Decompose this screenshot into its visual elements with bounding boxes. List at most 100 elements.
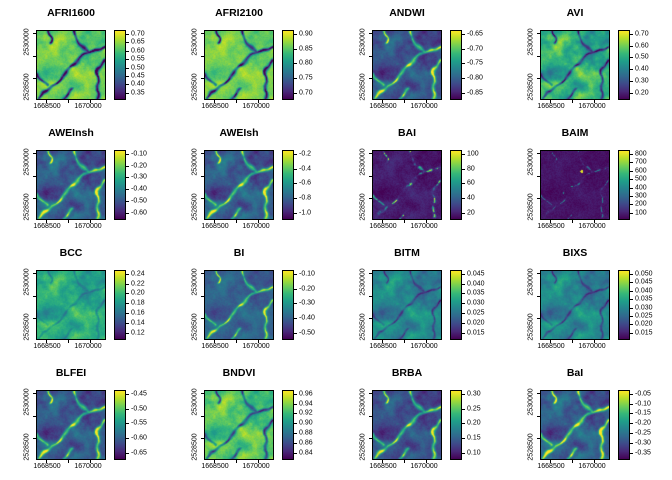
x-axis-tick-label: 1670000 [74, 223, 102, 230]
y-axis-tick [33, 318, 36, 319]
colorbar-tick-label: 0.15 [467, 434, 481, 442]
y-axis-tick [33, 56, 36, 57]
colorbar-tick [126, 201, 129, 203]
x-axis-tick [258, 220, 259, 223]
colorbar-tick [126, 293, 129, 295]
x-axis-tick [68, 460, 69, 463]
panel-title: ANDWI [389, 7, 425, 19]
y-axis-tick [537, 78, 540, 79]
x-axis-tick [68, 340, 69, 343]
colorbar-tick-label: 0.035 [467, 289, 485, 297]
y-axis-tick-label: 2530000 [527, 267, 535, 296]
x-axis-tick [426, 340, 427, 343]
colorbar-tick-label: 0.40 [635, 65, 649, 73]
colorbar-tick-label: -0.25 [635, 429, 651, 437]
colorbar-tick-label: 0.30 [635, 77, 649, 85]
x-axis-tick [214, 220, 215, 223]
y-axis-tick [33, 273, 36, 274]
x-axis-tick [236, 100, 237, 103]
y-axis-tick-label: 2530000 [191, 27, 199, 56]
colorbar-tick [630, 307, 633, 309]
colorbar [282, 270, 294, 340]
x-axis-tick [572, 340, 573, 343]
colorbar-tick [630, 299, 633, 301]
colorbar-tick-label: 0.020 [467, 319, 485, 327]
raster-map-image [205, 151, 273, 219]
y-axis-tick [33, 153, 36, 154]
colorbar [114, 30, 126, 100]
x-axis-tick-label: 1670000 [242, 223, 270, 230]
colorbar-tick-label: 60 [467, 179, 475, 187]
y-axis-tick-label: 2528500 [191, 432, 199, 461]
colorbar-tick-label: 0.14 [131, 319, 145, 327]
colorbar-tick [630, 195, 633, 197]
panel-title: BRBA [391, 367, 423, 379]
y-axis-tick [201, 56, 204, 57]
colorbar-tick [126, 438, 129, 440]
colorbar-tick [294, 33, 297, 35]
raster-map-image [541, 151, 609, 219]
x-axis-tick [404, 460, 405, 463]
colorbar [618, 150, 630, 220]
colorbar-tick-label: 0.94 [299, 400, 313, 408]
colorbar-tick [630, 290, 633, 292]
colorbar-tick-label: 0.015 [635, 329, 653, 337]
panel-AWEIsh: AWEIsh 2530000 2528500 1668500 1670000 -… [168, 120, 336, 240]
raster-map-image [205, 31, 273, 99]
raster-map-frame [540, 270, 610, 340]
colorbar-tick [126, 332, 129, 334]
colorbar-tick [294, 443, 297, 445]
colorbar-tick [294, 318, 297, 320]
colorbar-tick-label: 0.16 [131, 309, 145, 317]
x-axis-tick [382, 340, 383, 343]
colorbar-tick [630, 45, 633, 47]
x-axis-tick-label: 1670000 [242, 103, 270, 110]
colorbar-tick-label: -0.20 [131, 162, 147, 170]
x-axis-tick [594, 340, 595, 343]
colorbar-tick [462, 283, 465, 285]
y-axis-tick [537, 33, 540, 34]
raster-map-frame [36, 270, 106, 340]
raster-map-image [37, 151, 105, 219]
y-axis-tick-label: 2528500 [23, 432, 31, 461]
colorbar-tick-label: 80 [467, 165, 475, 172]
raster-map-image [37, 271, 105, 339]
raster-map-image [37, 31, 105, 99]
x-axis-tick [594, 100, 595, 103]
colorbar-tick [126, 84, 129, 86]
colorbar-tick [630, 33, 633, 35]
x-axis-tick [594, 220, 595, 223]
colorbar-tick [630, 187, 633, 189]
colorbar-tick [126, 303, 129, 305]
colorbar-tick-label: 0.045 [467, 270, 485, 278]
colorbar-tick [630, 443, 633, 445]
x-axis-tick-label: 1668500 [201, 463, 229, 470]
panel-BAI: BAI 2530000 2528500 1668500 1670000 100 8… [336, 120, 504, 240]
y-axis-tick [369, 296, 372, 297]
raster-map-frame [372, 270, 442, 340]
panel-BI: BI 2530000 2528500 1668500 1670000 -0.10… [168, 240, 336, 360]
x-axis-tick-label: 1670000 [578, 103, 606, 110]
colorbar-tick [294, 413, 297, 415]
colorbar-tick [630, 315, 633, 317]
x-axis-tick-label: 1668500 [33, 103, 61, 110]
colorbar-tick [126, 67, 129, 69]
colorbar-tick-label: 0.015 [467, 329, 485, 337]
colorbar-tick [126, 423, 129, 425]
x-axis-tick [90, 460, 91, 463]
panel-title: AFRI2100 [215, 7, 263, 19]
panel-title: BAIM [561, 127, 589, 139]
x-axis-tick-label: 1668500 [201, 223, 229, 230]
panel-BLFEI: BLFEI 2530000 2528500 1668500 1670000 -0… [0, 360, 168, 480]
y-axis-tick [33, 176, 36, 177]
colorbar-tick-label: -1.0 [299, 209, 312, 217]
x-axis-tick [572, 460, 573, 463]
y-axis-tick [201, 78, 204, 79]
raster-map-image [37, 391, 105, 459]
colorbar-tick [630, 204, 633, 206]
colorbar-tick [462, 303, 465, 305]
colorbar-tick [630, 413, 633, 415]
panel-BITM: BITM 2530000 2528500 1668500 1670000 0.0… [336, 240, 504, 360]
x-axis-tick-label: 1668500 [369, 463, 397, 470]
x-axis-tick [382, 100, 383, 103]
